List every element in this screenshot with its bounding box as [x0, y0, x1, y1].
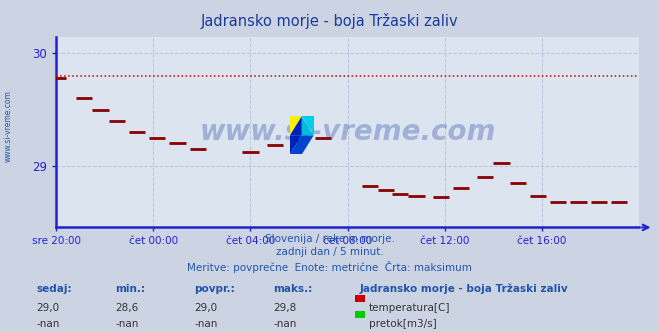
Text: www.si-vreme.com: www.si-vreme.com [4, 90, 13, 162]
Text: 29,0: 29,0 [36, 303, 59, 313]
Text: Meritve: povprečne  Enote: metrične  Črta: maksimum: Meritve: povprečne Enote: metrične Črta:… [187, 261, 472, 273]
Text: 29,0: 29,0 [194, 303, 217, 313]
Polygon shape [302, 116, 314, 135]
Text: 28,6: 28,6 [115, 303, 138, 313]
Text: -nan: -nan [273, 319, 297, 329]
Text: temperatura[C]: temperatura[C] [369, 303, 451, 313]
Polygon shape [290, 135, 314, 154]
Text: 29,8: 29,8 [273, 303, 297, 313]
Polygon shape [290, 116, 302, 135]
Polygon shape [302, 116, 314, 135]
Text: Jadransko morje - boja Tržaski zaliv: Jadransko morje - boja Tržaski zaliv [359, 284, 568, 294]
Polygon shape [290, 116, 302, 135]
Text: -nan: -nan [36, 319, 59, 329]
Text: pretok[m3/s]: pretok[m3/s] [369, 319, 437, 329]
Text: Slovenija / reke in morje.: Slovenija / reke in morje. [264, 234, 395, 244]
Text: povpr.:: povpr.: [194, 284, 235, 294]
Text: maks.:: maks.: [273, 284, 313, 294]
Text: Jadransko morje - boja Tržaski zaliv: Jadransko morje - boja Tržaski zaliv [201, 13, 458, 29]
Text: www.si-vreme.com: www.si-vreme.com [200, 118, 496, 146]
Text: -nan: -nan [115, 319, 138, 329]
Text: sedaj:: sedaj: [36, 284, 72, 294]
Text: zadnji dan / 5 minut.: zadnji dan / 5 minut. [275, 247, 384, 257]
Polygon shape [290, 135, 302, 154]
Text: min.:: min.: [115, 284, 146, 294]
Text: -nan: -nan [194, 319, 217, 329]
